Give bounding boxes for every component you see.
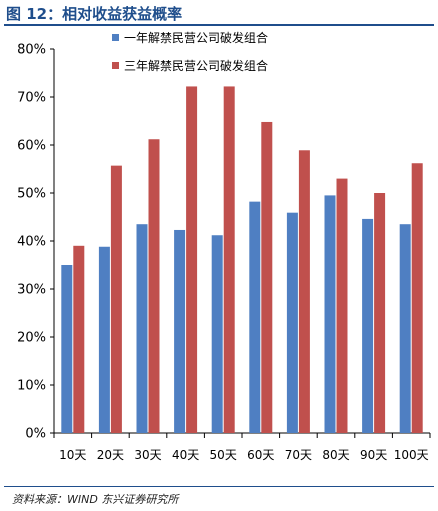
x-category-label: 10天 (59, 448, 86, 462)
x-category-label: 40天 (172, 448, 199, 462)
x-category-label: 80天 (322, 448, 349, 462)
y-tick-label: 30% (17, 283, 46, 298)
bar-one-year (249, 201, 261, 433)
bar-three-year (186, 86, 198, 433)
bar-three-year (374, 193, 386, 433)
bar-one-year (174, 229, 186, 433)
y-tick-label: 60% (17, 139, 46, 154)
x-category-label: 100天 (394, 448, 429, 462)
y-tick-label: 0% (25, 427, 46, 442)
y-tick-label: 10% (17, 379, 46, 394)
y-tick-label: 70% (17, 91, 46, 106)
bar-one-year (399, 224, 411, 433)
bar-three-year (298, 150, 310, 433)
bar-three-year (411, 163, 423, 434)
bar-three-year (73, 245, 85, 433)
legend-label: 三年解禁民营公司破发组合 (124, 58, 268, 73)
y-tick-label: 20% (17, 331, 46, 346)
source-divider (4, 486, 434, 487)
legend-swatch (112, 62, 119, 69)
x-category-label: 20天 (97, 448, 124, 462)
bar-one-year (362, 218, 374, 433)
bar-three-year (148, 139, 160, 434)
figure-title: 图 12：相对收益获益概率 (6, 5, 183, 23)
title-divider (4, 24, 434, 26)
y-tick-label: 80% (17, 43, 46, 58)
y-tick-label: 40% (17, 235, 46, 250)
legend-swatch (112, 34, 119, 41)
bar-one-year (286, 212, 298, 433)
bar-one-year (211, 235, 223, 433)
x-category-label: 30天 (134, 448, 161, 462)
bar-three-year (336, 178, 348, 433)
bar-three-year (110, 165, 122, 433)
x-category-label: 90天 (360, 448, 387, 462)
source-note: 资料来源：WIND 东兴证券研究所 (12, 493, 179, 506)
x-category-label: 60天 (247, 448, 274, 462)
x-category-label: 50天 (210, 448, 237, 462)
legend-label: 一年解禁民营公司破发组合 (124, 30, 268, 45)
bar-one-year (98, 246, 110, 433)
bar-one-year (136, 224, 148, 433)
bar-one-year (61, 265, 73, 433)
y-tick-label: 50% (17, 187, 46, 202)
bar-three-year (223, 86, 235, 433)
x-category-label: 70天 (285, 448, 312, 462)
bar-three-year (261, 121, 273, 434)
bar-one-year (324, 195, 336, 433)
